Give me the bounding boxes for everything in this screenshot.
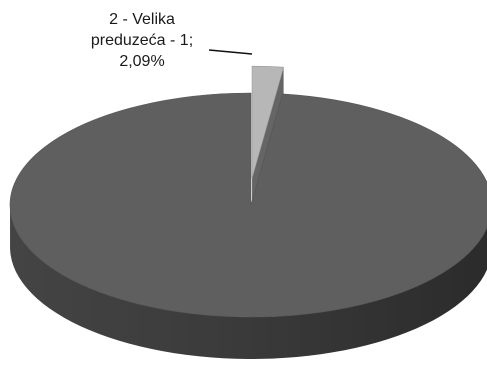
slice-label: 2 - Velika preduzeća - 1; 2,09% <box>91 11 193 70</box>
pie-slice-outer-wall <box>10 207 487 359</box>
slice-label-line: 2 - Velika <box>109 11 175 28</box>
pie-labels: 2 - Velika preduzeća - 1; 2,09% <box>91 11 253 70</box>
pie-slice-large <box>9 92 487 318</box>
pie-slice-small <box>251 65 284 179</box>
slice-leader-line <box>208 49 253 55</box>
pie-tops <box>9 65 487 318</box>
slice-label-line: 2,09% <box>119 53 164 70</box>
slice-label-line: preduzeća - 1; <box>91 32 193 49</box>
